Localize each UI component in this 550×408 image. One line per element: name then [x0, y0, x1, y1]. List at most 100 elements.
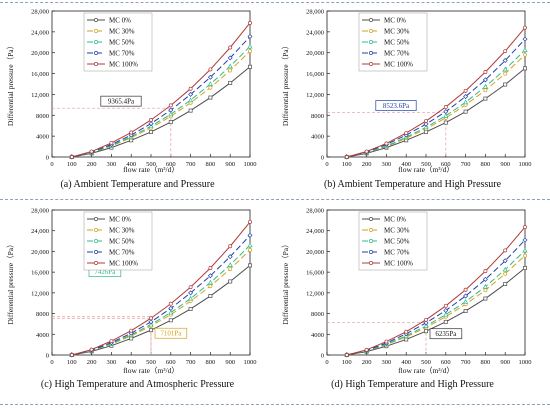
- legend-marker: [369, 51, 373, 55]
- series-line-mc-100-: [346, 226, 526, 356]
- legend-marker: [94, 40, 98, 44]
- legend-label: MC 50%: [384, 238, 410, 246]
- data-point: [424, 329, 428, 334]
- data-point: [502, 58, 508, 64]
- data-point: [228, 244, 233, 249]
- data-point: [148, 121, 154, 127]
- x-axis-label: flow rate（m³/d）: [398, 165, 454, 174]
- legend-marker: [94, 62, 98, 66]
- data-point: [228, 68, 233, 73]
- series-line-mc-70-: [71, 235, 251, 356]
- legend-label: MC 50%: [109, 39, 135, 47]
- data-point: [443, 113, 449, 118]
- y-tick-label: 0: [46, 155, 49, 162]
- series-line-mc-50-: [71, 46, 251, 158]
- data-point: [208, 294, 213, 298]
- data-point: [228, 45, 233, 50]
- data-point: [69, 155, 74, 159]
- data-point: [503, 282, 508, 287]
- x-tick-label: 900: [225, 161, 235, 168]
- y-tick-label: 16,000: [306, 71, 324, 78]
- data-point: [443, 104, 448, 109]
- x-tick-label: 300: [107, 359, 117, 366]
- x-tick-label: 100: [67, 161, 77, 168]
- data-point: [482, 276, 488, 282]
- data-point: [463, 309, 468, 313]
- data-point: [207, 279, 213, 285]
- x-tick-label: 0: [325, 161, 328, 168]
- data-point: [483, 288, 488, 293]
- data-point: [522, 237, 528, 243]
- x-tick-label: 800: [206, 161, 216, 168]
- data-point: [248, 263, 252, 268]
- data-point: [522, 36, 528, 42]
- series-line-mc-0-: [346, 267, 526, 356]
- legend-marker: [94, 51, 98, 55]
- x-tick-label: 700: [461, 161, 471, 168]
- series-line-mc-50-: [346, 49, 526, 158]
- data-point: [89, 149, 94, 154]
- data-point: [344, 155, 349, 159]
- data-point: [168, 103, 173, 108]
- x-tick-label: 100: [342, 161, 352, 168]
- data-point: [483, 70, 488, 74]
- y-tick-label: 20,000: [306, 50, 324, 57]
- data-point: [523, 253, 527, 258]
- data-point: [503, 71, 508, 76]
- legend-label: MC 0%: [109, 216, 131, 224]
- data-point: [227, 63, 233, 69]
- y-tick-label: 8000: [311, 113, 324, 120]
- data-point: [463, 298, 469, 304]
- data-point: [443, 120, 448, 125]
- legend-label: MC 50%: [109, 238, 135, 246]
- caption-c: (c) High Temperature and Atmospheric Pre…: [40, 379, 235, 390]
- x-tick-label: 0: [50, 161, 53, 168]
- data-point: [523, 52, 527, 57]
- legend-label: MC 100%: [384, 260, 413, 268]
- data-point: [384, 141, 389, 146]
- y-tick-label: 24,000: [31, 228, 49, 235]
- bottom-divider: [0, 404, 550, 405]
- data-point: [129, 130, 134, 135]
- x-tick-label: 1000: [519, 359, 532, 366]
- x-tick-label: 600: [166, 359, 176, 366]
- legend-marker: [369, 40, 373, 44]
- data-point: [424, 130, 428, 134]
- x-tick-label: 300: [382, 161, 392, 168]
- x-tick-label: 600: [166, 161, 176, 168]
- legend-marker: [94, 261, 98, 265]
- y-axis-label: Differential pressure（Pa）: [281, 42, 290, 126]
- x-tick-label: 400: [126, 161, 136, 168]
- x-axis-label: flow rate（m³/d）: [123, 366, 179, 375]
- chart-b: 0 100 200 300 400 500 600 700 800 900 1000 0 4000 800…: [281, 9, 532, 175]
- legend-marker: [94, 239, 98, 243]
- data-point: [522, 247, 528, 253]
- data-point: [463, 99, 469, 105]
- annotation-box: [100, 95, 142, 107]
- x-tick-label: 1000: [519, 161, 532, 168]
- data-point: [188, 108, 193, 113]
- data-point: [523, 266, 527, 270]
- data-point: [208, 67, 213, 72]
- annotation-box: [429, 328, 463, 340]
- data-point: [443, 311, 449, 317]
- x-tick-label: 900: [500, 359, 510, 366]
- data-point: [188, 91, 194, 97]
- data-point: [443, 303, 448, 308]
- data-point: [168, 318, 173, 323]
- data-point: [463, 287, 468, 292]
- y-tick-label: 0: [46, 353, 49, 360]
- data-point: [109, 339, 114, 343]
- y-tick-label: 12,000: [31, 290, 49, 297]
- x-tick-label: 500: [421, 161, 431, 168]
- annotation-label: 9365.4Pa: [108, 98, 135, 106]
- data-point: [228, 81, 233, 85]
- y-tick-label: 4000: [311, 332, 324, 339]
- legend-label: MC 100%: [109, 260, 138, 268]
- legend-label: MC 100%: [109, 61, 138, 69]
- caption-d: (d) High Temperature and High Pressure: [331, 379, 494, 390]
- data-point: [227, 55, 233, 61]
- data-point: [228, 279, 233, 284]
- caption-a: (a) Ambient Temperature and Pressure: [60, 179, 215, 190]
- data-point: [424, 119, 428, 123]
